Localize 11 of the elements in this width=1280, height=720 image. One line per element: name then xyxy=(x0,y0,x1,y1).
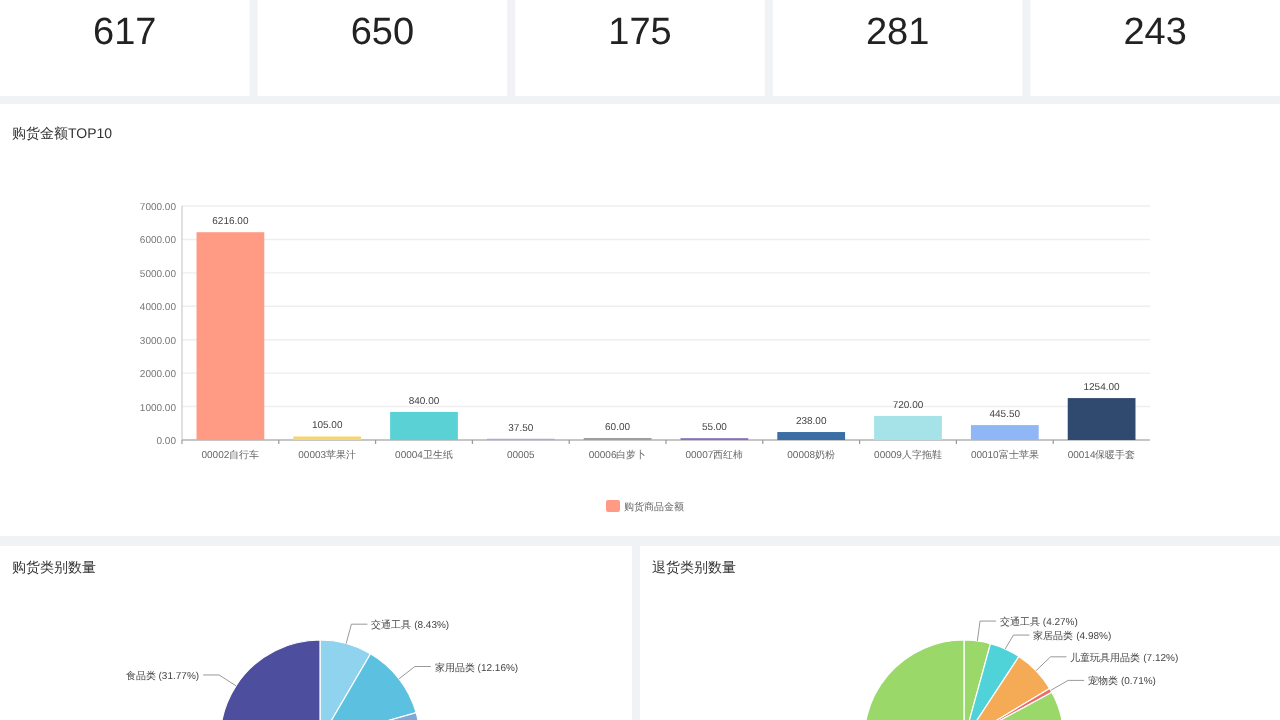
bar xyxy=(196,232,265,440)
bar xyxy=(874,415,942,440)
bar xyxy=(390,411,458,440)
bar xyxy=(1067,398,1136,440)
bar xyxy=(970,425,1039,440)
text: 617 xyxy=(93,12,157,54)
text: 175 xyxy=(608,12,672,54)
text: 650 xyxy=(350,12,415,54)
text: 281 xyxy=(865,12,930,54)
text: 243 xyxy=(1123,12,1187,54)
bar xyxy=(777,432,846,440)
